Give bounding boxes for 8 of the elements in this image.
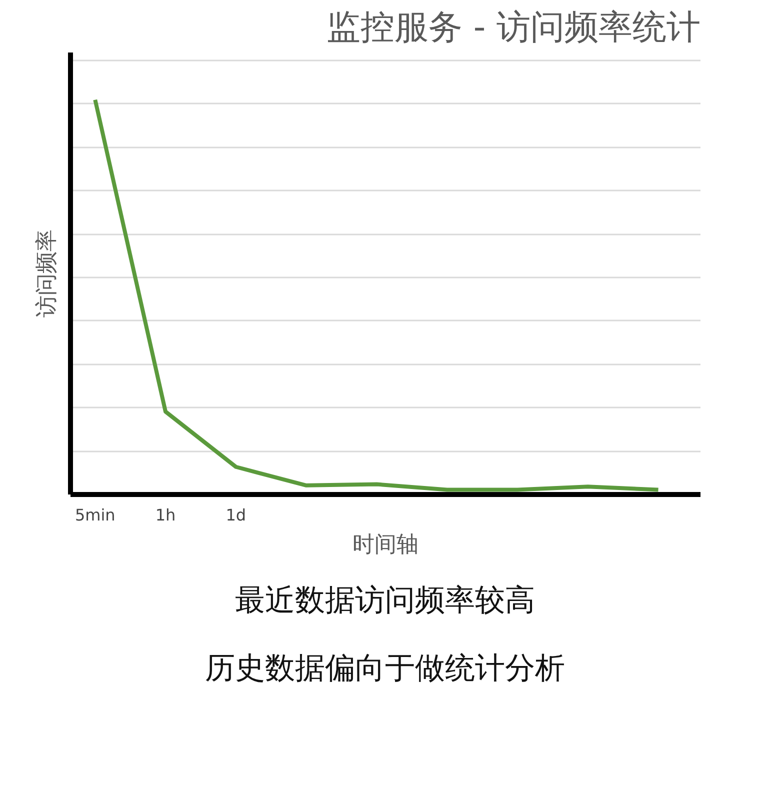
y-axis-title: 访问频率	[34, 230, 60, 318]
text: 历史数据偏向于做统计分析	[205, 650, 565, 688]
x-tick-label: 1h	[155, 506, 176, 524]
text: 最近数据访问频率较高	[235, 582, 535, 620]
x-tick-label: 1d	[226, 506, 246, 524]
x-tick-label: 5min	[74, 506, 116, 524]
x-axis-title: 时间轴	[352, 532, 418, 558]
chart-title: 监控服务 - 访问频率统计	[326, 8, 701, 48]
